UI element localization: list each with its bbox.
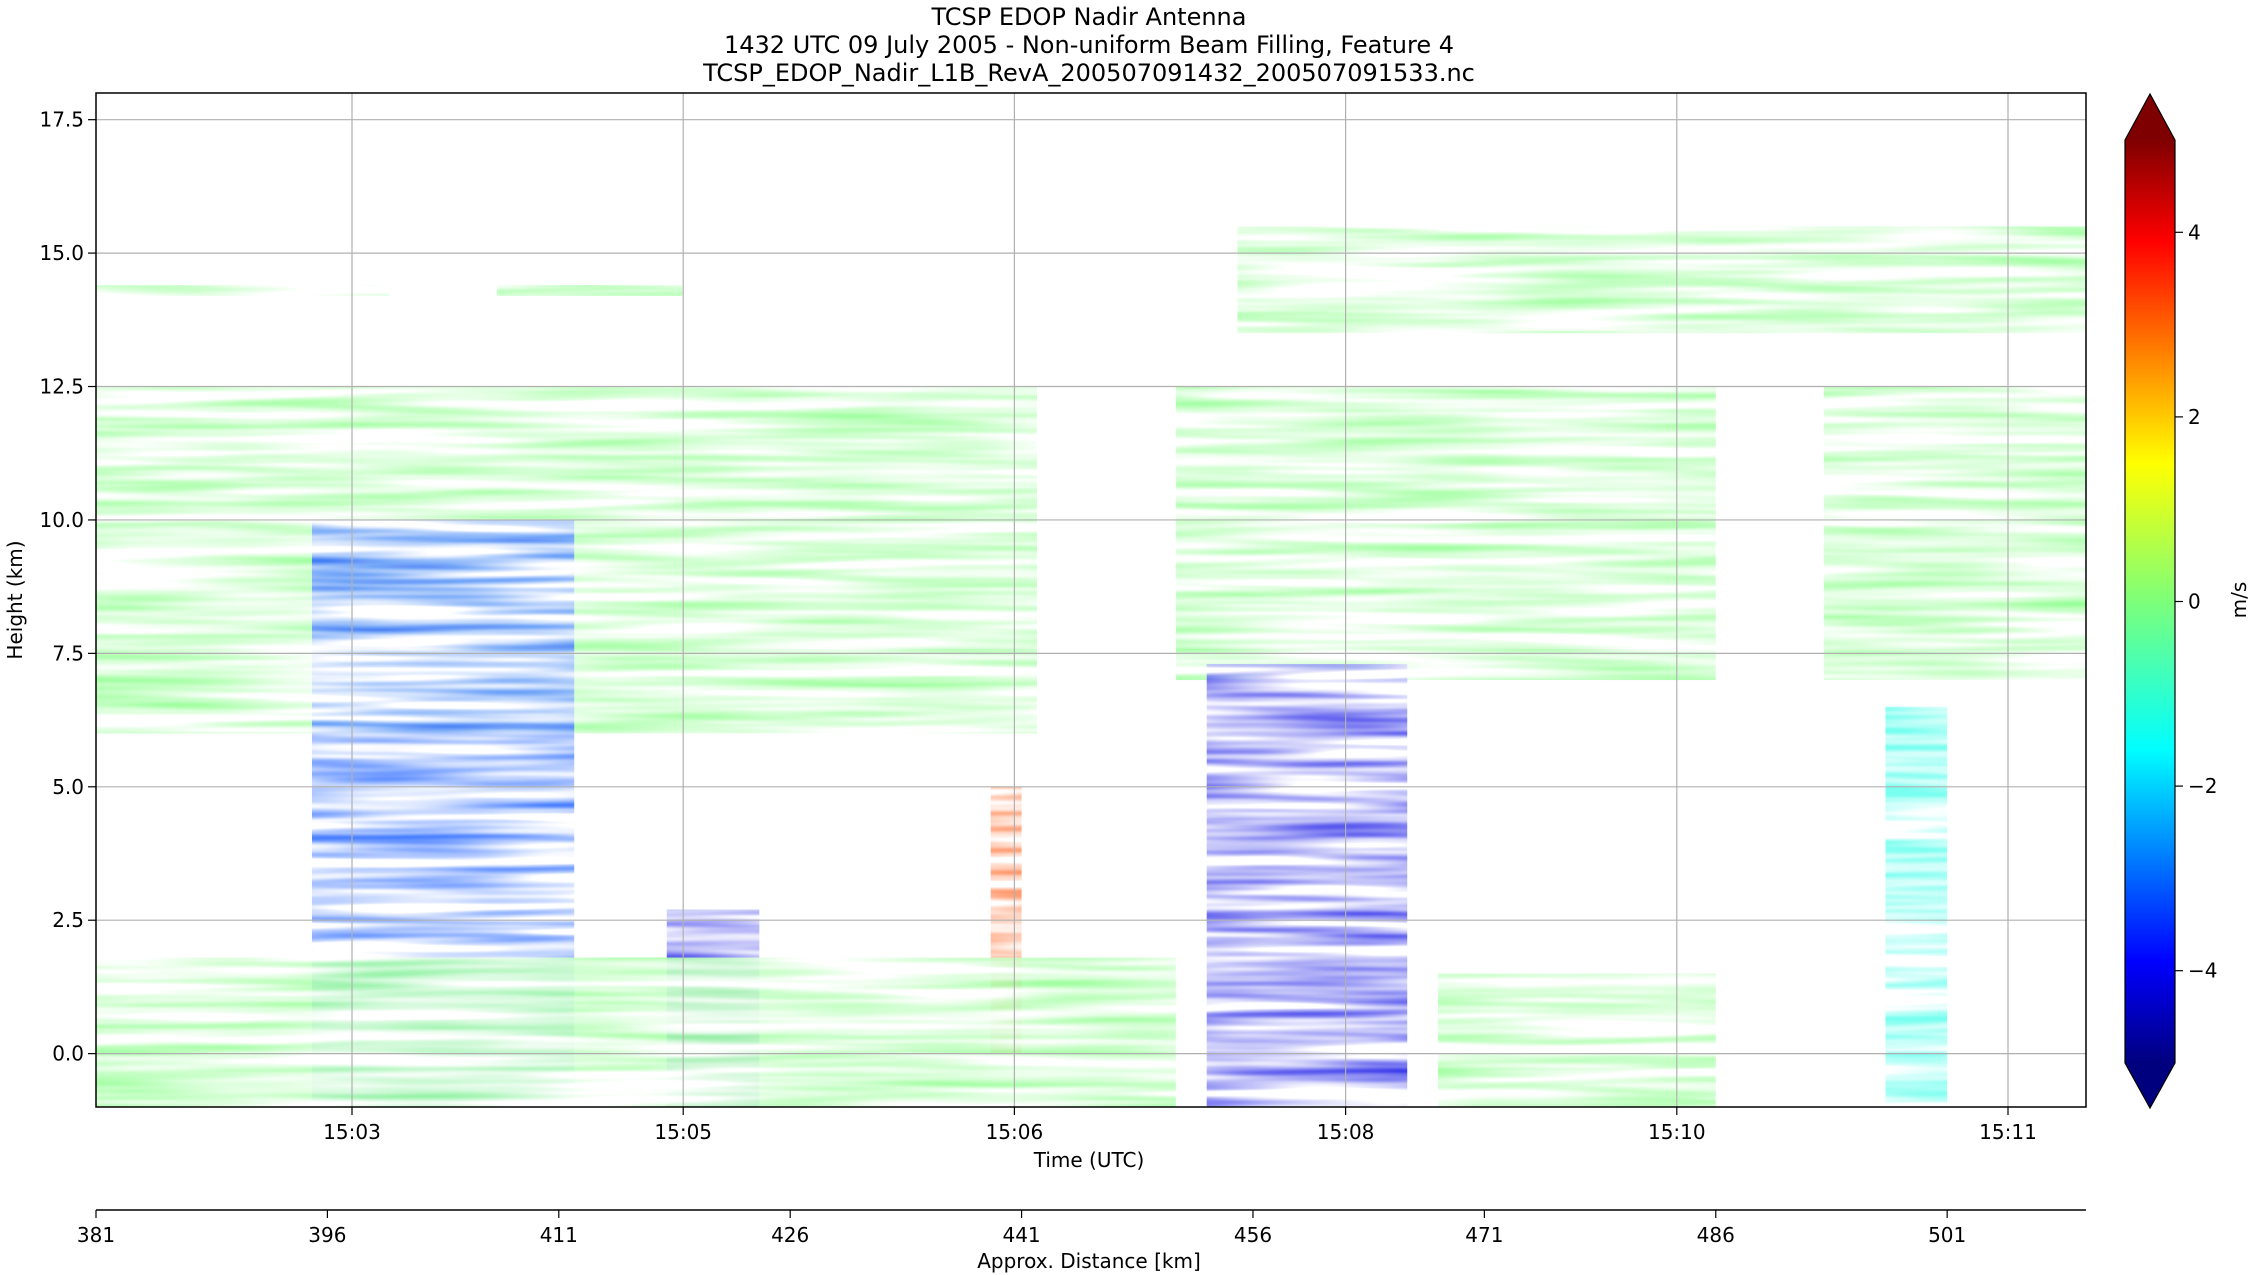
distance-tick-label: 501: [1928, 1223, 1966, 1247]
x-axis-label: Time (UTC): [1033, 1148, 1145, 1172]
y-tick-label: 5.0: [52, 775, 84, 799]
cirrus-layer: [497, 285, 683, 296]
x-tick-label: 15:03: [323, 1120, 381, 1144]
distance-axis-label: Approx. Distance [km]: [977, 1249, 1201, 1273]
y-tick-label: 17.5: [39, 108, 84, 132]
distance-axis: 381 396 411 426 441 456 471 486 501: [77, 1209, 2086, 1247]
distance-tick-label: 426: [771, 1223, 809, 1247]
cirrus-layer: [96, 285, 390, 296]
colorbar-tick-label: −4: [2188, 959, 2217, 983]
plot-area: 0.02.55.07.510.012.515.017.5 15:03 15:05 1…: [39, 92, 2087, 1144]
x-tick-label: 15:11: [1979, 1120, 2037, 1144]
y-tick-label: 12.5: [39, 375, 84, 399]
distance-tick-label: 456: [1234, 1223, 1272, 1247]
colorbar-extend-max: [2125, 94, 2175, 140]
boundary-layer: [96, 957, 1176, 1107]
colorbar-label: m/s: [2227, 582, 2250, 619]
x-tick-label: 15:08: [1317, 1120, 1375, 1144]
y-tick-label: 15.0: [39, 241, 84, 265]
velocity-field: [96, 226, 2086, 1107]
plot-frame: [95, 92, 2087, 1108]
colorbar-tick-label: 2: [2188, 405, 2201, 429]
colorbar-tick-label: 4: [2188, 220, 2201, 244]
y-tick-label: 0.0: [52, 1042, 84, 1066]
chart-title-line-3: TCSP_EDOP_Nadir_L1B_RevA_200507091432_20…: [702, 59, 1475, 87]
anvil-cloud: [1823, 386, 2086, 681]
x-tick-label: 15:10: [1648, 1120, 1706, 1144]
distance-tick-label: 486: [1697, 1223, 1735, 1247]
colorbar-tick-label: −2: [2188, 774, 2217, 798]
convective-column: [1885, 706, 1948, 1107]
colorbar: 4 2 0 −2 −4: [2124, 92, 2217, 1110]
chart-title-line-2: 1432 UTC 09 July 2005 - Non-uniform Beam…: [724, 31, 1454, 59]
distance-tick-label: 381: [77, 1223, 115, 1247]
distance-tick-label: 471: [1465, 1223, 1503, 1247]
x-tick-label: 15:06: [986, 1120, 1044, 1144]
x-tick-label: 15:05: [654, 1120, 712, 1144]
cirrus-layer: [1237, 226, 2086, 334]
distance-tick-label: 411: [540, 1223, 578, 1247]
y-tick-label: 2.5: [52, 908, 84, 932]
convective-column: [1206, 664, 1408, 1107]
chart-title-line-1: TCSP EDOP Nadir Antenna: [931, 3, 1247, 31]
distance-tick-label: 396: [308, 1223, 346, 1247]
x-axis-ticks: 15:03 15:05 15:06 15:08 15:10 15:11: [323, 1107, 2037, 1144]
y-axis-label: Height (km): [3, 540, 27, 659]
y-tick-label: 7.5: [52, 641, 84, 665]
colorbar-tick-label: 0: [2188, 590, 2201, 614]
y-axis-ticks: 0.0 2.5 5.0 7.5 10.0 12.5 15.0 17.5: [39, 108, 96, 1066]
boundary-layer: [1438, 973, 1716, 1107]
distance-tick-label: 441: [1002, 1223, 1040, 1247]
anvil-cloud: [1175, 386, 1716, 681]
y-tick-label: 10.0: [39, 508, 84, 532]
colorbar-gradient: [2125, 140, 2175, 1063]
grid-lines: [96, 93, 2086, 1107]
colorbar-extend-min: [2125, 1063, 2175, 1108]
